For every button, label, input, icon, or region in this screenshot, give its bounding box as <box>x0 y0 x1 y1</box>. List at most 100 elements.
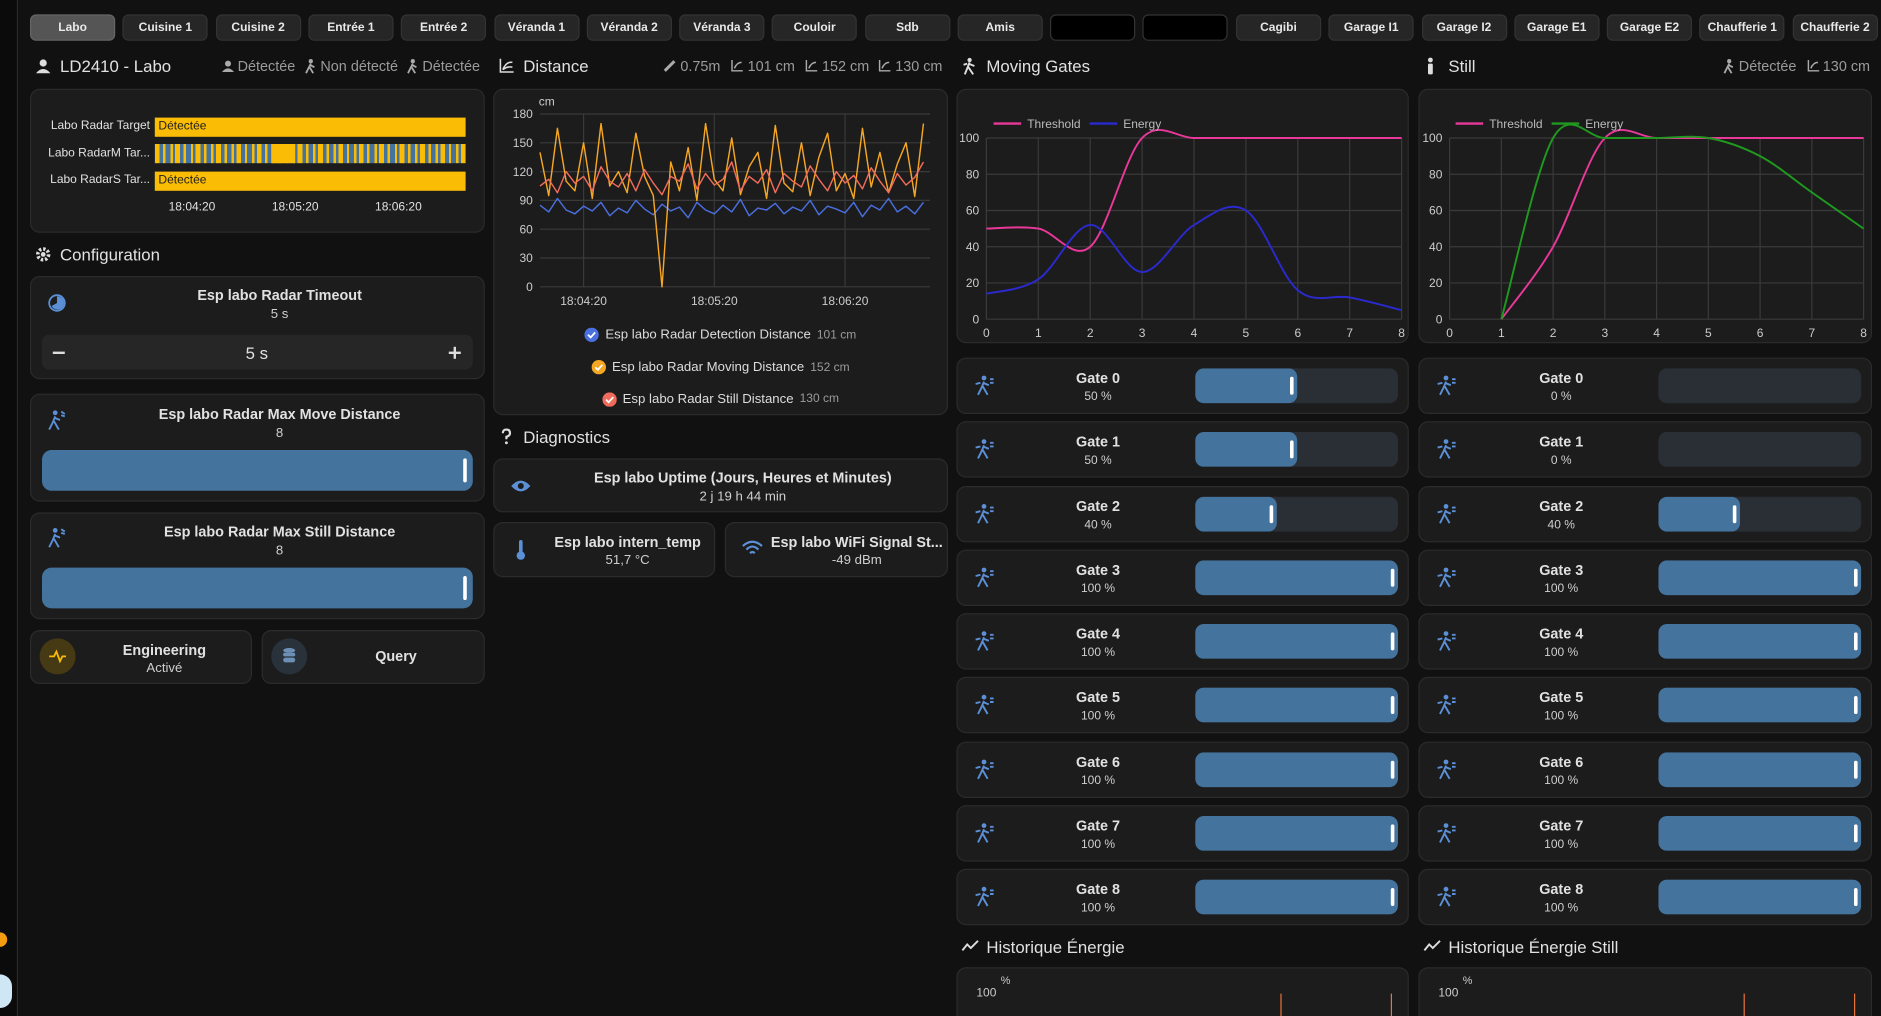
tab[interactable]: Entrée 2 <box>401 14 487 41</box>
slider-thumb <box>1390 888 1395 907</box>
tab[interactable]: Amis <box>957 14 1043 41</box>
header-value: 130 cm <box>895 57 943 75</box>
plus-button[interactable] <box>448 346 461 359</box>
slider-thumb <box>1854 568 1858 587</box>
gate-card <box>956 549 1409 606</box>
motion-icon <box>1437 631 1456 651</box>
motion-icon <box>975 503 994 524</box>
legend-check[interactable] <box>591 360 606 375</box>
slider-track[interactable] <box>1658 560 1862 595</box>
slider-track[interactable] <box>1195 687 1398 723</box>
section-title: Moving Gates <box>986 56 1091 76</box>
slider-fill <box>1195 432 1297 468</box>
gate-value: 100 % <box>1080 582 1116 596</box>
chart-card <box>1418 88 1873 344</box>
tab[interactable]: Véranda 3 <box>679 14 765 41</box>
slider-thumb <box>1390 632 1395 651</box>
gate-name: Gate 1 <box>1075 433 1121 451</box>
slider-track[interactable] <box>1195 432 1398 468</box>
signal-icon <box>731 60 743 72</box>
slider-fill <box>1658 751 1862 787</box>
tab[interactable]: Véranda 1 <box>493 14 579 41</box>
entity-name: Esp labo WiFi Signal St... <box>770 534 943 551</box>
slider-fill <box>1658 496 1740 531</box>
tab[interactable]: Chaufferie 2 <box>1792 14 1878 41</box>
section-title: Distance <box>523 56 589 76</box>
tab[interactable]: Garage I2 <box>1421 14 1507 41</box>
timeline-bar: Détectée <box>154 171 466 191</box>
motion-icon <box>1437 759 1456 779</box>
motion-icon <box>975 631 994 651</box>
slider-track[interactable] <box>1195 751 1398 787</box>
section-title: Historique Énergie <box>986 937 1125 957</box>
check-mark <box>605 396 614 404</box>
slider-track[interactable] <box>1658 751 1862 787</box>
slider-track[interactable] <box>1195 560 1398 595</box>
motion-icon <box>963 57 975 75</box>
minus-button[interactable] <box>52 351 65 354</box>
motion-icon <box>1437 695 1456 715</box>
tab[interactable]: Entrée 1 <box>308 14 394 41</box>
slider-fill <box>1658 624 1862 659</box>
slider-track[interactable] <box>1195 624 1398 659</box>
tab[interactable]: Garage I1 <box>1328 14 1414 41</box>
slider-track[interactable] <box>1195 815 1398 851</box>
slider-track[interactable] <box>1658 496 1862 531</box>
legend-item: Esp labo Radar Still Distance 130 cm <box>493 383 948 415</box>
slider-track[interactable] <box>1658 879 1862 915</box>
tab[interactable]: Sdb <box>864 14 951 41</box>
gate-value: 100 % <box>1080 837 1116 852</box>
entity-state: 8 <box>275 426 284 441</box>
tab-blank[interactable] <box>1142 14 1228 41</box>
trend-icon <box>961 940 979 951</box>
header-value: 0.75m <box>680 57 721 75</box>
tab[interactable]: Garage E1 <box>1514 14 1600 41</box>
y-tick-label: 100 <box>976 987 997 1001</box>
slider-track[interactable] <box>1658 624 1862 659</box>
slider-thumb[interactable] <box>463 458 467 483</box>
gate-card <box>1418 677 1873 734</box>
slider-fill <box>1195 815 1398 851</box>
slider-fill <box>1658 687 1862 723</box>
gate-value: 100 % <box>1080 646 1116 660</box>
tab[interactable]: Cagibi <box>1235 14 1322 41</box>
slider-track[interactable] <box>1658 815 1862 851</box>
slider-fill <box>1195 496 1277 531</box>
status: 130 cm <box>1822 57 1871 75</box>
motion-icon <box>975 567 994 587</box>
button-name: Query <box>375 648 417 665</box>
slider-track[interactable] <box>1658 432 1862 468</box>
entity-card <box>493 522 716 578</box>
tab[interactable]: Couloir <box>772 14 858 41</box>
slider[interactable] <box>42 567 473 609</box>
gate-value: 100 % <box>1080 774 1116 788</box>
tab[interactable]: Labo <box>30 14 116 41</box>
button-state: Activé <box>146 661 183 676</box>
slider[interactable] <box>42 450 473 491</box>
sidebar-dot <box>0 974 12 1009</box>
tab[interactable]: Véranda 2 <box>586 14 672 41</box>
slider-track[interactable] <box>1195 496 1398 531</box>
tab[interactable]: Cuisine 2 <box>215 14 301 41</box>
slider-fill <box>1195 751 1398 787</box>
tab-blank[interactable] <box>1050 14 1136 41</box>
tab[interactable]: Garage E2 <box>1606 14 1693 41</box>
slider-track[interactable] <box>1195 879 1398 915</box>
legend-check[interactable] <box>584 328 600 343</box>
slider-track[interactable] <box>1658 687 1862 723</box>
slider-track[interactable] <box>1195 368 1398 404</box>
legend-check[interactable] <box>602 392 617 407</box>
tab[interactable]: Cuisine 1 <box>122 14 208 41</box>
slider-thumb[interactable] <box>463 576 467 600</box>
motion-icon <box>975 695 994 715</box>
slider-thumb <box>1289 440 1293 459</box>
eye-icon <box>511 480 531 492</box>
slider-track[interactable] <box>1658 368 1862 404</box>
slider-fill <box>1658 879 1862 915</box>
gear-icon <box>36 247 51 262</box>
tab[interactable]: Chaufferie 1 <box>1699 14 1785 41</box>
gate-value: 100 % <box>1080 710 1116 724</box>
gate-name: Gate 0 <box>1075 369 1121 387</box>
check-bg <box>584 328 600 343</box>
status: Détectée <box>237 57 296 75</box>
